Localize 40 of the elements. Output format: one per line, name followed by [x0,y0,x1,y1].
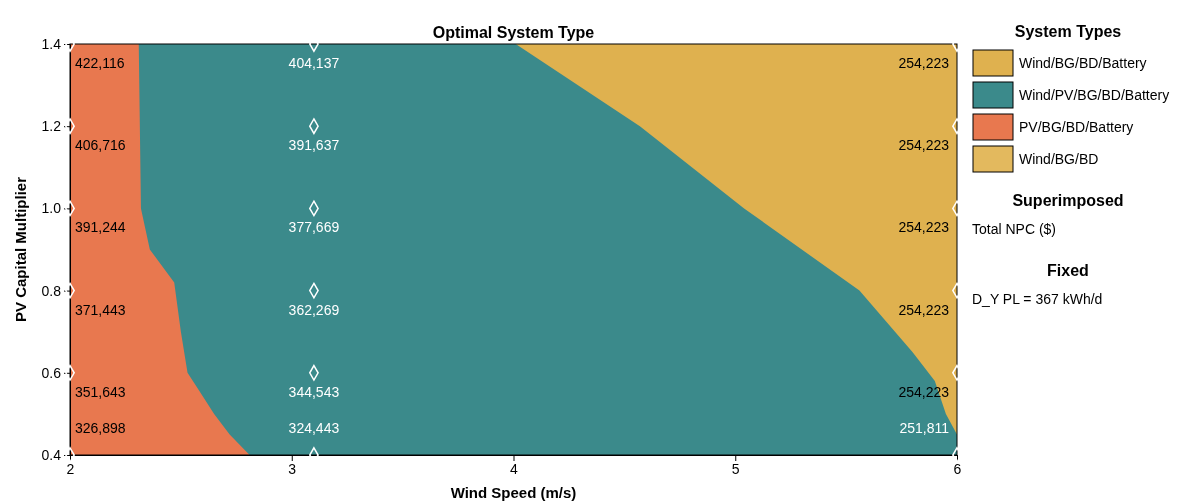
annotation: 406,716 [75,137,126,154]
text: Total NPC ($) [972,221,1057,237]
annotation: 326,898 [75,420,126,436]
annotation: 254,223 [898,301,950,318]
annotation: 391,244 [75,219,126,236]
annotation: 377,669 [288,219,340,236]
x-tick-label: 6 [953,460,962,477]
x-tick-label: 5 [731,460,740,477]
x-tick-label: 2 [66,460,75,477]
annotation: 391,637 [288,137,340,154]
x-tick-label: 4 [510,460,519,477]
annotation: 254,223 [898,55,950,71]
legend-label: PV/BG/BD/Battery [1019,119,1134,135]
text: Superimposed [1012,192,1124,209]
text: D_Y PL = 367 kWh/d [972,291,1103,307]
y-tick-label: 1.4 [41,35,62,52]
x-axis-title: Wind Speed (m/s) [450,484,577,501]
text: Fixed [1047,262,1089,279]
annotation: 404,137 [288,55,340,71]
y-axis-title: PV Capital Multiplier [12,176,29,323]
annotation: 254,223 [898,137,950,154]
annotation: 371,443 [75,301,126,318]
y-tick-label: 1.0 [41,200,62,217]
annotation: 251,811 [899,420,950,436]
annotation: 351,643 [75,383,126,400]
legend-label: Wind/BG/BD/Battery [1019,55,1147,71]
y-tick-label: 1.2 [41,118,62,135]
annotation: 254,223 [898,219,950,236]
legend-label: Wind/BG/BD [1019,151,1099,167]
annotation: 362,269 [288,301,340,318]
legend-title: System Types [1014,23,1122,40]
chart-title: Optimal System Type [432,24,595,41]
y-tick-label: 0.8 [41,282,62,299]
x-tick-label: 3 [288,460,297,477]
y-tick-label: 0.4 [41,446,62,463]
annotation: 344,543 [288,383,340,400]
annotation: 422,116 [75,55,125,71]
text: Wind/PV/BG/BD/Battery [1019,87,1170,103]
y-tick-label: 0.6 [41,364,62,381]
annotation: 324,443 [288,420,340,436]
